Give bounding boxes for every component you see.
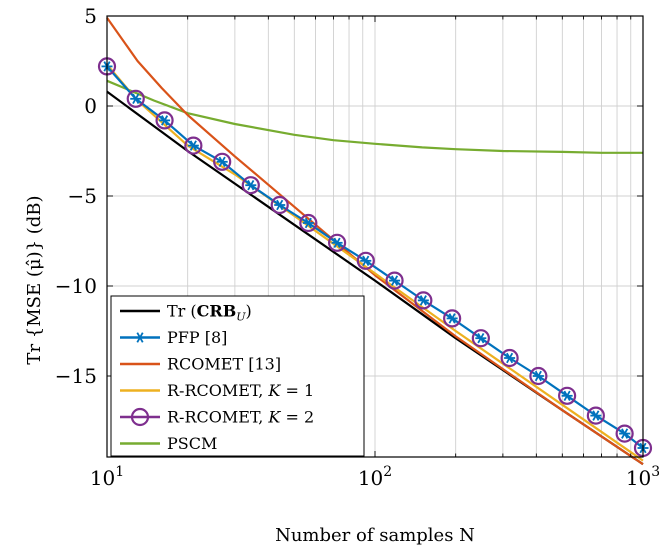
circle-marker xyxy=(299,213,318,233)
y-tick-label: −15 xyxy=(55,364,97,388)
circle-marker xyxy=(615,424,634,443)
star-marker xyxy=(159,115,171,126)
y-tick-label: −5 xyxy=(68,184,97,208)
legend-item: R-RCOMET, K = 1 xyxy=(120,381,314,400)
series-line xyxy=(106,65,644,449)
circle-marker xyxy=(500,348,519,368)
legend-item: R-RCOMET, K = 2 xyxy=(120,408,314,427)
star-marker xyxy=(187,140,199,151)
series-line xyxy=(106,17,644,466)
x-tick-label: 101 xyxy=(90,464,124,490)
star-marker xyxy=(561,390,573,402)
circle-marker xyxy=(184,136,203,155)
star-marker xyxy=(446,313,458,324)
legend-items: Tr (CRBU) PFP [8] RCOMET [13] R-RCOMET, K =… xyxy=(120,302,314,453)
circle-marker xyxy=(213,152,232,171)
circle-marker xyxy=(558,386,577,405)
series-layer xyxy=(97,17,653,466)
x-tick-label: 102 xyxy=(358,464,392,490)
star-marker xyxy=(274,199,286,211)
series-4 xyxy=(97,57,653,458)
star-marker xyxy=(532,370,544,382)
legend-label: RCOMET [13] xyxy=(167,355,281,374)
y-tick-label: 5 xyxy=(84,4,97,28)
star-marker xyxy=(590,410,602,421)
circle-marker xyxy=(241,176,260,195)
star-marker xyxy=(134,332,146,343)
circle-marker xyxy=(126,89,145,108)
legend-label: Tr (CRBU) xyxy=(167,302,252,324)
star-marker xyxy=(389,275,401,286)
y-tick-label: −10 xyxy=(55,274,97,298)
circle-marker xyxy=(414,291,433,310)
y-axis-title: Tr {MSE (μ̂)} (dB) xyxy=(24,195,45,364)
circle-marker xyxy=(130,407,150,427)
circle-marker xyxy=(327,233,347,252)
star-marker xyxy=(302,217,314,229)
legend: Tr (CRBU) PFP [8] RCOMET [13] R-RCOMET, K =… xyxy=(110,295,365,457)
series-line xyxy=(106,79,643,154)
star-marker xyxy=(417,295,429,306)
legend-label: PFP [8] xyxy=(167,328,227,347)
star-marker xyxy=(360,255,372,267)
circle-marker xyxy=(270,195,289,215)
circle-marker xyxy=(155,111,174,130)
x-tick-label: 103 xyxy=(626,464,659,490)
circle-marker xyxy=(529,366,548,386)
legend-item: RCOMET [13] xyxy=(120,355,281,374)
series-5 xyxy=(106,79,643,154)
series-1 xyxy=(101,61,649,454)
circle-marker xyxy=(356,251,375,270)
star-marker xyxy=(619,428,631,439)
legend-label: R-RCOMET, K = 2 xyxy=(167,408,314,427)
star-marker xyxy=(475,332,487,344)
star-marker xyxy=(331,237,343,249)
legend-label: PSCM xyxy=(167,434,217,453)
legend-item: PFP [8] xyxy=(120,328,227,347)
circle-marker xyxy=(385,271,404,290)
star-marker xyxy=(216,156,228,168)
circle-marker xyxy=(443,309,462,328)
legend-label: R-RCOMET, K = 1 xyxy=(167,381,314,400)
star-marker xyxy=(504,352,516,364)
circle-marker xyxy=(586,406,605,425)
legend-item: Tr (CRBU) xyxy=(120,302,252,324)
circle-marker xyxy=(471,329,490,348)
ticks: 5 0 −5 −10 −15 101 102 103 xyxy=(55,4,659,490)
legend-item: PSCM xyxy=(120,434,217,453)
star-marker xyxy=(130,93,142,105)
star-marker xyxy=(245,179,257,191)
series-2 xyxy=(106,17,644,466)
y-tick-label: 0 xyxy=(84,94,97,118)
legend-box xyxy=(110,295,365,457)
x-axis-title: Number of samples N xyxy=(275,525,475,546)
